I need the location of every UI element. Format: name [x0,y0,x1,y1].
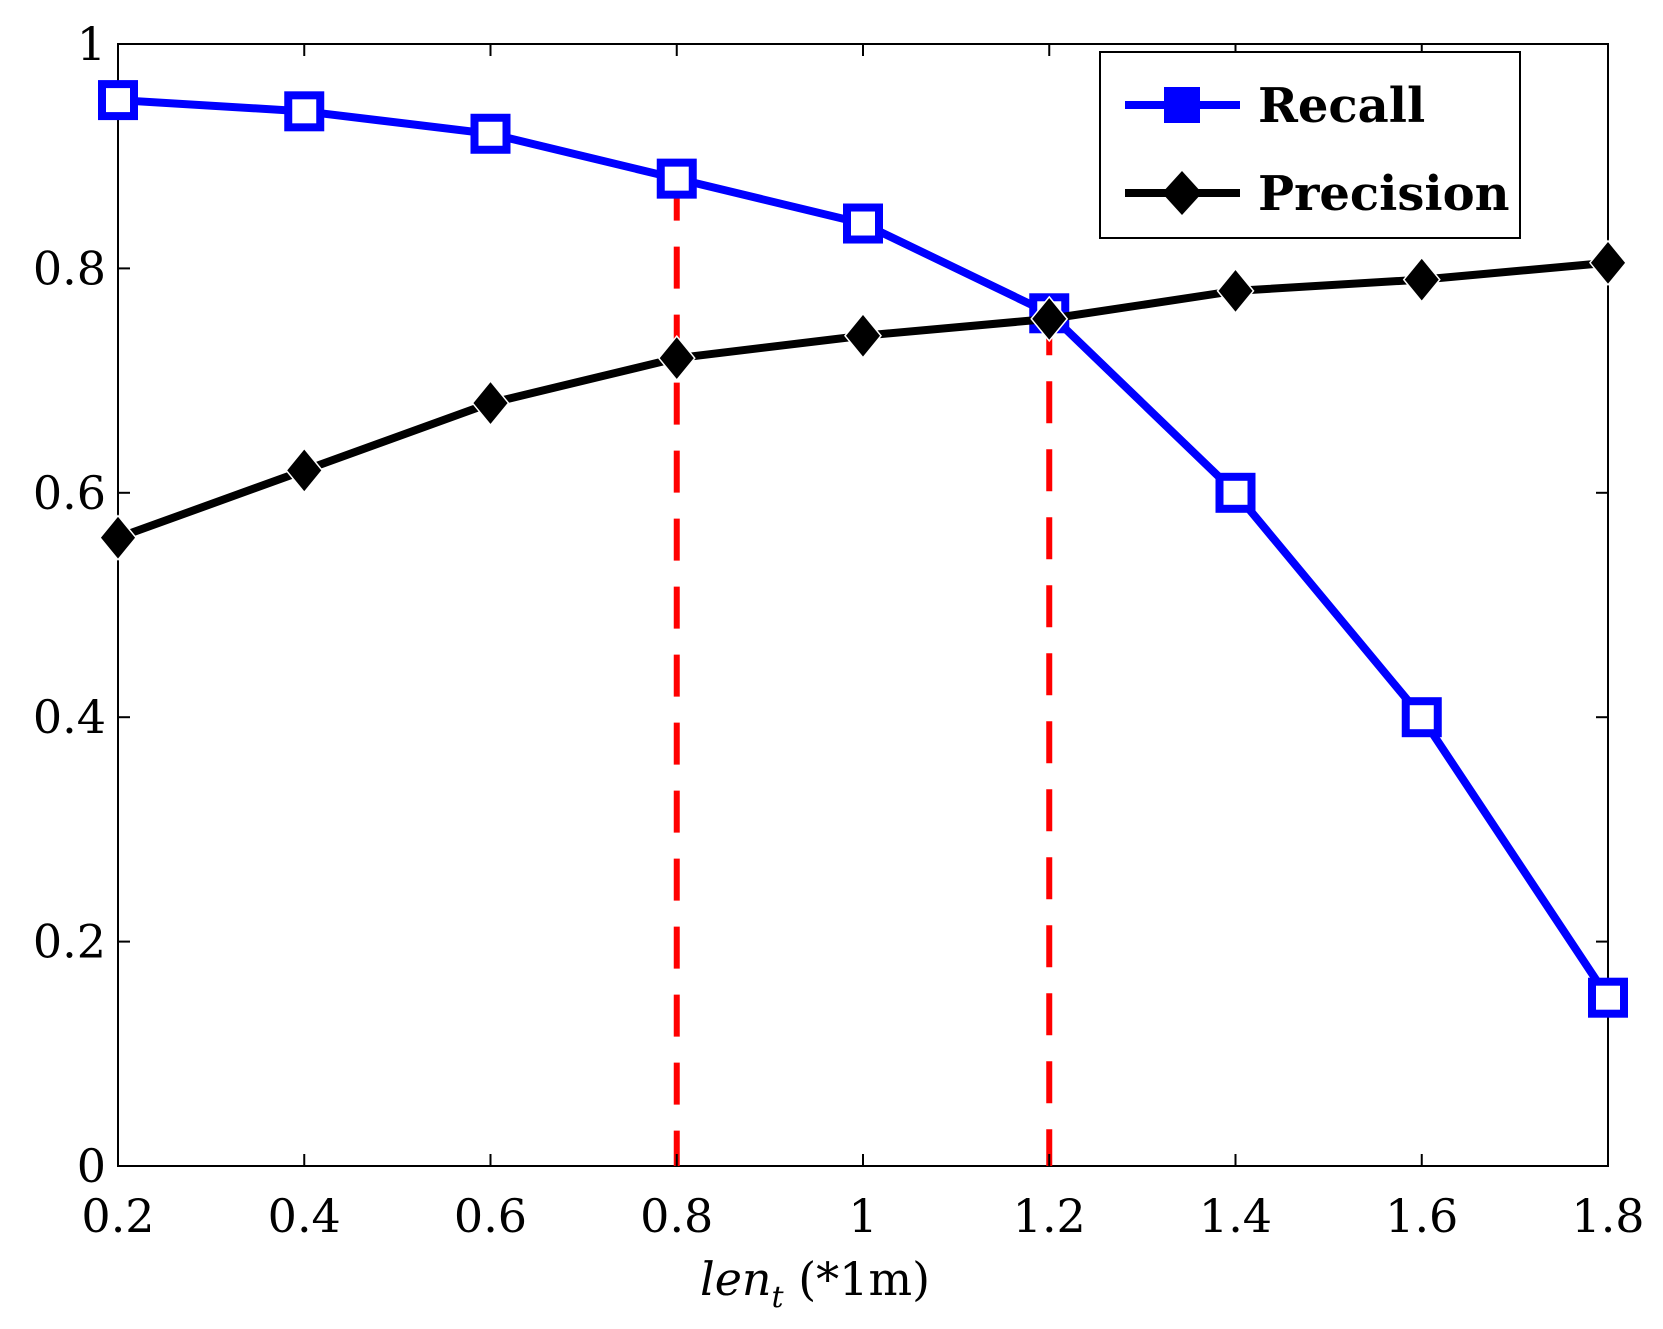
data-point-precision [657,334,696,382]
data-point-precision [99,514,137,561]
y-axis: 0 0.2 0.4 0.6 0.8 1 [33,17,1608,1193]
legend: Recall Precision [1099,51,1521,239]
y-tick-label: 0.8 [33,241,106,295]
x-tick-label: 0.2 [81,1189,154,1243]
x-tick-label: 1 [848,1189,877,1243]
x-tick-label: 0.6 [454,1189,527,1243]
x-axis-label-subscript: t [772,1280,785,1315]
data-point-recall [656,158,697,199]
data-point-precision [1030,295,1069,343]
x-tick-label: 1.2 [1013,1189,1086,1243]
x-axis-label-main: len [700,1252,772,1306]
data-point-recall [284,91,325,132]
y-tick-label: 1 [77,17,106,71]
x-tick-label: 1.8 [1571,1189,1644,1243]
data-point-recall [1215,472,1256,513]
y-tick-label: 0.4 [33,690,106,744]
data-point-recall [843,203,883,244]
data-point-recall [98,80,138,121]
x-tick-label: 0.4 [268,1189,341,1243]
data-point-recall [470,113,511,154]
x-tick-label: 1.4 [1199,1189,1272,1243]
data-point-precision [844,312,882,359]
legend-precision-label: Precision [1258,166,1510,222]
legend-recall-marker [1164,87,1200,123]
series-line-precision [116,258,1609,542]
data-point-recall [1401,697,1442,738]
data-point-precision [1216,267,1255,315]
x-axis-label-unit: (*1m) [784,1252,930,1306]
data-point-precision [1402,256,1441,303]
data-point-precision [471,379,510,427]
x-tick-label: 1.6 [1385,1189,1458,1243]
legend-recall-label: Recall [1258,78,1425,134]
y-tick-label: 0.2 [33,915,106,969]
data-point-precision [285,447,324,494]
legend-box [1099,51,1521,239]
data-point-precision [1589,239,1627,286]
x-axis: 0.2 0.4 0.6 0.8 1 1.2 1.4 1.6 1.8 [81,44,1645,1243]
y-tick-label: 0 [77,1139,106,1193]
series-layer [98,80,1628,1018]
x-axis-label: lent (*1m) [700,1252,930,1315]
data-point-recall [1588,977,1628,1018]
x-tick-label: 0.8 [640,1189,713,1243]
y-tick-label: 0.6 [33,466,106,520]
legend-precision-marker [1162,171,1202,215]
